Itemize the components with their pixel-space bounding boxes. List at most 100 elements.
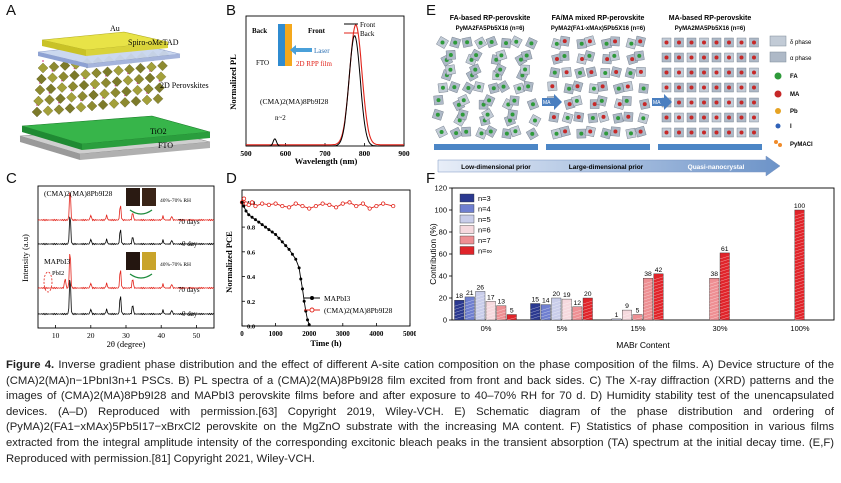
d-ytick-label: 0.4	[247, 274, 256, 281]
f-bar	[464, 296, 475, 321]
f-bar-hatch	[719, 284, 730, 288]
cation-dot	[739, 115, 744, 120]
f-bar-value-label: 18	[455, 293, 463, 300]
cation-dot	[664, 115, 669, 120]
f-xtick-label: 0%	[481, 324, 492, 333]
f-xlabel: MABr Content	[616, 340, 670, 350]
cation-dot	[440, 85, 445, 90]
cation-dot	[591, 86, 596, 91]
e-legend-delta-swatch	[769, 35, 787, 47]
cation-dot	[554, 131, 559, 136]
mapbi3-stability-point	[274, 233, 278, 237]
f-bar-hatch	[719, 278, 730, 282]
perovskite-octahedron	[45, 83, 57, 95]
perovskite-octahedron	[75, 101, 87, 113]
cation-dot	[689, 55, 694, 60]
f-bar-value-label: 12	[573, 300, 581, 307]
f-bar-value-label: 42	[655, 267, 663, 274]
panel-b-formula: (CMA)2(MA)8Pb9I28	[260, 97, 329, 106]
f-xtick-label: 15%	[630, 324, 645, 333]
c-xtick-label: 30	[122, 331, 130, 340]
f-bar-hatch	[719, 297, 730, 301]
e-ma-arrow-2	[652, 94, 672, 110]
f-xtick-label: 100%	[790, 324, 810, 333]
f-bar-value-label: 20	[584, 291, 592, 298]
e-legend-ma-dot	[774, 90, 782, 98]
cation-dot	[603, 70, 608, 75]
e-legend-pymacl-dot-2	[778, 143, 782, 147]
panel-e-schematic: FA-based RP-perovskite FA/MA mixed RP-pe…	[431, 15, 813, 177]
cation-dot	[664, 40, 669, 45]
e-title-mixed: FA/MA mixed RP-perovskite	[552, 15, 645, 22]
cation-dot	[576, 115, 581, 120]
e-ma-arrow-1	[542, 94, 562, 110]
layer-fto-label: FTO	[158, 141, 173, 150]
f-ytick-label: 20	[439, 294, 447, 303]
f-bar-hatch	[643, 312, 653, 317]
d-ytick-label: 0.2	[247, 299, 255, 306]
d-xtick-label: 3000	[336, 330, 351, 338]
cma-stability-point	[253, 203, 258, 209]
mapbi3-stability-point	[253, 218, 257, 222]
cma-stability-point	[333, 205, 339, 210]
f-bar-hatch	[794, 235, 805, 239]
f-bar-hatch	[719, 262, 730, 266]
legend-front-label: Front	[360, 21, 375, 29]
f-bar-hatch	[709, 316, 720, 320]
f-bar-hatch	[794, 302, 805, 306]
panel-b-ylabel: Normalized PL	[228, 54, 238, 110]
cation-dot	[689, 115, 694, 120]
f-ytick-label: 0	[443, 316, 447, 325]
f-bar-hatch	[485, 316, 496, 321]
f-bar-hatch	[454, 306, 465, 310]
f-bar-value-label: 21	[466, 290, 474, 297]
cation-dot	[727, 130, 731, 135]
f-bar-hatch	[540, 307, 551, 311]
e-legend: δ phase α phase FA MA Pb I PyMACl	[769, 35, 813, 148]
e-formula-ma: PyMA2MA5Pb5X16 (n=6)	[675, 26, 746, 32]
inset-film-layer	[285, 24, 292, 66]
mapbi3-stability-point	[270, 230, 274, 234]
f-bar-value-label: 61	[721, 246, 729, 253]
panel-label-e: E	[426, 2, 437, 19]
cation-dot	[677, 85, 681, 90]
cma-stability-point	[367, 206, 372, 211]
panel-d-xlabel: Time (h)	[310, 338, 341, 348]
f-bar-hatch	[551, 316, 562, 321]
e-legend-ma: MA	[790, 92, 800, 98]
f-bar-hatch	[794, 215, 805, 220]
f-legend-label: n=7	[478, 236, 491, 245]
panel-c-xlabel: 2θ (degree)	[107, 339, 146, 349]
cation-dot	[579, 41, 584, 46]
perovskite-octahedron	[135, 62, 146, 74]
cation-dot	[554, 56, 559, 61]
panel-c-top-formula: (CMA)2(MA)8Pb9I28	[44, 189, 113, 198]
perovskite-octahedron	[141, 94, 153, 106]
f-bar-hatch	[643, 290, 653, 295]
layer-spiro-label: Spiro-oMeTAD	[128, 38, 179, 47]
f-bar-hatch	[719, 290, 730, 295]
cation-dot	[689, 130, 694, 135]
f-legend-label: n=3	[478, 194, 491, 203]
perovskite-octahedron	[31, 106, 43, 118]
f-bar-hatch	[454, 309, 465, 313]
cation-dot	[664, 55, 669, 60]
e-legend-alpha: α phase	[790, 56, 812, 62]
f-bar-hatch	[551, 310, 562, 314]
f-bar-hatch	[464, 312, 475, 316]
cation-dot	[587, 53, 592, 58]
f-bar-hatch	[464, 309, 475, 313]
mapbi3-stability-point	[267, 228, 271, 232]
panel-c-xrd: 10 20 30 40 50 2θ (degree) Intensity (a.u) (…	[20, 185, 215, 349]
xrd-trace	[37, 216, 215, 246]
f-bar-hatch	[551, 307, 562, 311]
cma-stability-point	[300, 203, 305, 209]
perovskite-octahedron	[37, 62, 49, 74]
f-bar-hatch	[794, 289, 805, 294]
panel-label-d: D	[226, 170, 237, 187]
e-legend-pb: Pb	[790, 109, 798, 115]
cation-dot	[727, 70, 731, 75]
cation-dot	[739, 40, 744, 45]
cation-dot	[664, 85, 669, 90]
f-bar-hatch	[475, 306, 486, 311]
